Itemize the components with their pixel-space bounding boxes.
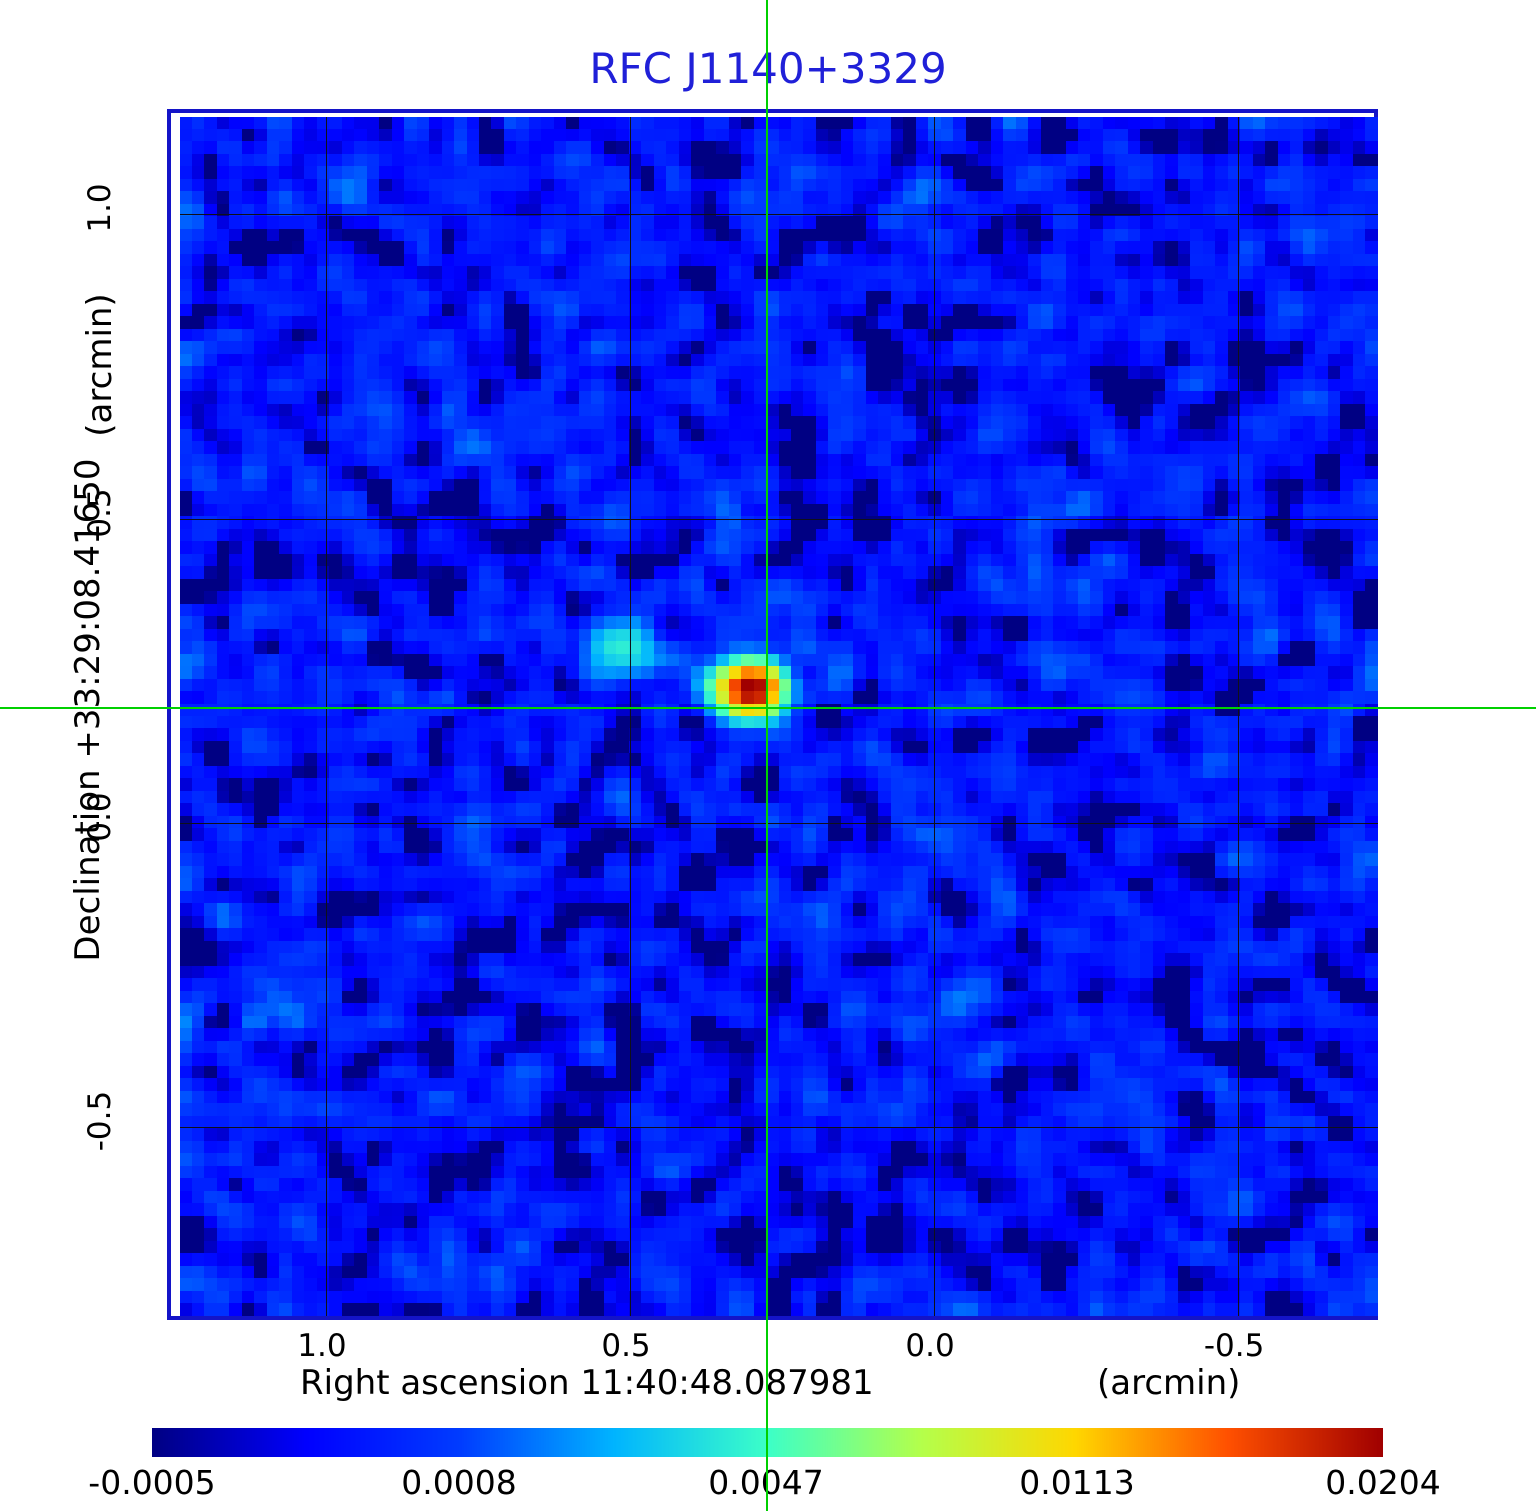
sky-map-frame xyxy=(167,109,1378,1320)
colorbar-tick-label-4: 0.0204 xyxy=(1325,1463,1441,1502)
page-title: RFC J1140+3329 xyxy=(589,44,947,93)
x-tick-label-2: 0.0 xyxy=(905,1328,955,1364)
y-axis-title: Declination +33:29:08.41650 xyxy=(68,458,108,962)
y-axis-unit-label: (arcmin) xyxy=(80,293,120,437)
sky-map-image xyxy=(180,117,1378,1316)
colorbar-tick-label-0: -0.0005 xyxy=(88,1463,216,1502)
x-axis-unit-label: (arcmin) xyxy=(1097,1363,1241,1403)
sky-map-canvas-container xyxy=(180,117,1378,1316)
colorbar-tick-label-1: 0.0008 xyxy=(401,1463,517,1502)
x-tick-label-3: -0.5 xyxy=(1203,1328,1265,1364)
colorbar-tick-label-3: 0.0113 xyxy=(1019,1463,1135,1502)
y-tick-label-3: -0.5 xyxy=(82,1091,118,1152)
x-tick-label-1: 0.5 xyxy=(601,1328,651,1364)
crosshair-vertical xyxy=(766,0,768,1511)
x-tick-label-0: 1.0 xyxy=(297,1328,347,1364)
crosshair-horizontal xyxy=(0,707,1536,709)
x-axis-title: Right ascension 11:40:48.087981 xyxy=(300,1363,874,1403)
